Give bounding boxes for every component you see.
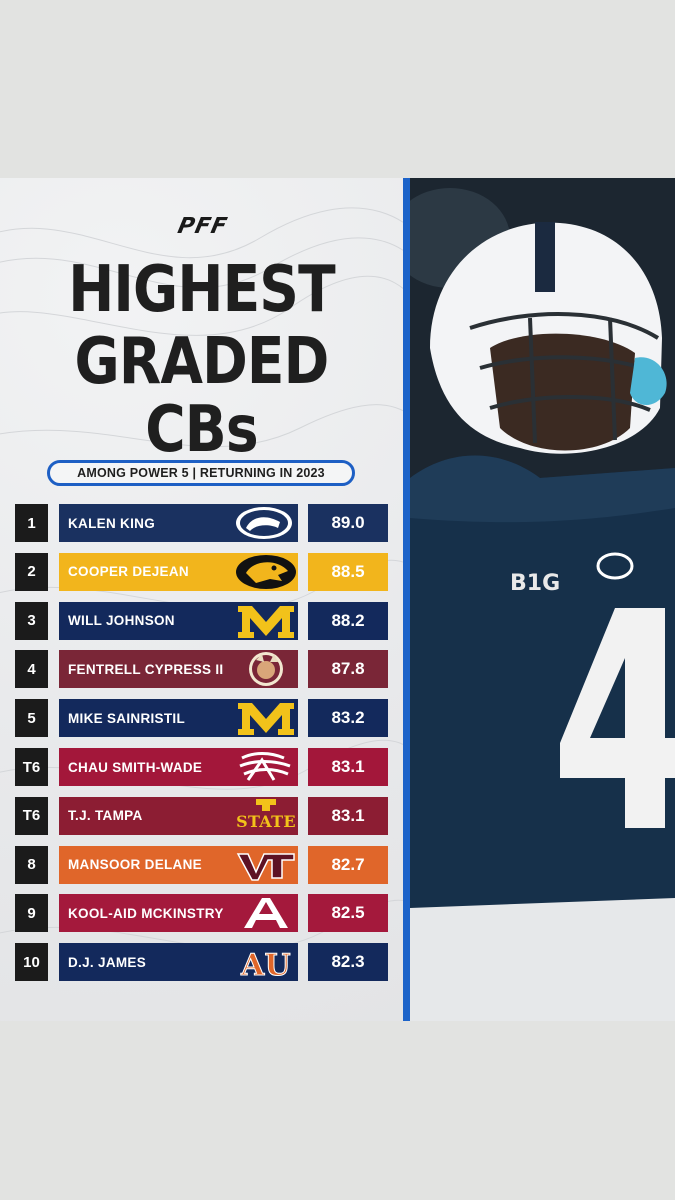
jersey (410, 455, 675, 918)
title-line-2: GRADED (74, 325, 330, 399)
rank-badge: 3 (15, 601, 48, 640)
ranking-row: 8 MANSOOR DELANE 82.7 (0, 845, 403, 884)
ranking-row: 1 KALEN KING 89.0 (0, 504, 403, 542)
iowa-state-logo: STATE (234, 797, 298, 835)
player-name: D.J. JAMES (68, 954, 147, 970)
ranking-row: T6 T.J. TAMPA STATE 83.1 (0, 796, 403, 835)
ranking-row: 2 COOPER DEJEAN 88.5 (0, 552, 403, 591)
iowa-hawkeye-logo (234, 553, 298, 591)
rank-badge: 9 (15, 894, 48, 933)
alabama-logo (234, 894, 298, 932)
player-grade: 88.2 (308, 601, 388, 640)
player-grade: 82.7 (308, 845, 388, 884)
player-grade: 88.5 (308, 552, 388, 591)
player-grade: 89.0 (308, 504, 388, 542)
svg-text:AU: AU (240, 948, 291, 981)
player-name-bar: MIKE SAINRISTIL (59, 699, 298, 738)
title-line-3: CBs (145, 393, 258, 467)
auburn-logo: AU (234, 943, 298, 982)
washington-state-logo (234, 748, 298, 786)
player-name: KOOL-AID MCKINSTRY (68, 905, 224, 921)
player-grade: 83.1 (308, 796, 388, 835)
michigan-logo (234, 699, 298, 737)
player-name: CHAU SMITH-WADE (68, 759, 203, 775)
michigan-logo (234, 602, 298, 640)
helmet (430, 222, 667, 454)
rank-badge: 10 (15, 943, 48, 982)
player-name: MANSOOR DELANE (68, 857, 202, 873)
svg-text:STATE: STATE (236, 812, 296, 831)
ranking-row: 5 MIKE SAINRISTIL 83.2 (0, 699, 403, 738)
player-photo: B1G (410, 178, 675, 1021)
player-name: COOPER DEJEAN (68, 564, 189, 580)
pff-logo: PFF (175, 214, 230, 239)
virginia-tech-logo (234, 846, 298, 884)
player-name: MIKE SAINRISTIL (68, 710, 186, 726)
ranking-row: T6 CHAU SMITH-WADE 83.1 (0, 748, 403, 786)
player-name-bar: COOPER DEJEAN (59, 552, 298, 591)
player-grade: 83.1 (308, 748, 388, 786)
jersey-number (560, 608, 675, 828)
big-ten-patch: B1G (510, 571, 560, 596)
player-grade: 87.8 (308, 650, 388, 689)
penn-state-logo (234, 504, 298, 542)
subtitle-pill: AMONG POWER 5 | RETURNING IN 2023 (47, 460, 355, 486)
rank-badge: T6 (15, 796, 48, 835)
player-name-bar: KALEN KING (59, 504, 298, 542)
blue-divider (403, 178, 410, 1021)
player-name: KALEN KING (68, 515, 155, 531)
rank-badge: T6 (15, 748, 48, 786)
player-name: WILL JOHNSON (68, 613, 175, 629)
ranking-row: 4 FENTRELL CYPRESS II 87.8 (0, 650, 403, 689)
rank-badge: 5 (15, 699, 48, 738)
rank-badge: 1 (15, 504, 48, 542)
player-name: T.J. TAMPA (68, 808, 143, 824)
rank-badge: 2 (15, 552, 48, 591)
florida-state-logo (234, 650, 298, 688)
rank-badge: 4 (15, 650, 48, 689)
player-name-bar: FENTRELL CYPRESS II (59, 650, 298, 689)
rankings-panel: PFF HIGHEST GRADED CBs AMONG POWER 5 | R… (0, 178, 403, 1021)
infographic: PFF HIGHEST GRADED CBs AMONG POWER 5 | R… (0, 178, 675, 1021)
player-name-bar: CHAU SMITH-WADE (59, 748, 298, 786)
rank-badge: 8 (15, 845, 48, 884)
ranking-row: 3 WILL JOHNSON 88.2 (0, 601, 403, 640)
ranking-row: 9 KOOL-AID MCKINSTRY 82.5 (0, 894, 403, 933)
player-name-bar: KOOL-AID MCKINSTRY (59, 894, 298, 933)
player-grade: 82.5 (308, 894, 388, 933)
player-name-bar: T.J. TAMPA STATE (59, 796, 298, 835)
player-name-bar: MANSOOR DELANE (59, 845, 298, 884)
pants (410, 898, 675, 1021)
ranking-row: 10 D.J. JAMES AU 82.3 (0, 943, 403, 982)
title-line-1: HIGHEST (68, 253, 335, 327)
player-grade: 82.3 (308, 943, 388, 982)
player-name-bar: WILL JOHNSON (59, 601, 298, 640)
player-grade: 83.2 (308, 699, 388, 738)
player-name-bar: D.J. JAMES AU (59, 943, 298, 982)
player-name: FENTRELL CYPRESS II (68, 661, 224, 677)
